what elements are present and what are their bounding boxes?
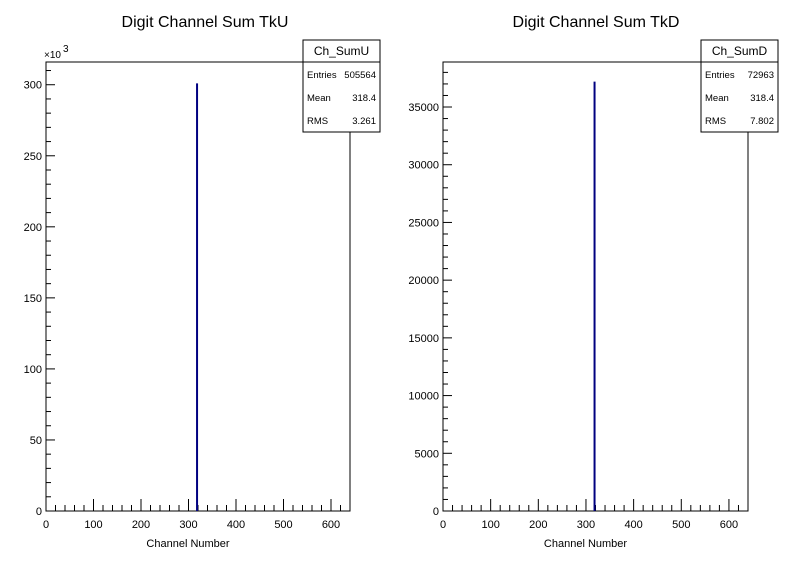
stats-box [700,39,779,133]
y-tick-label: 15000 [408,333,439,345]
y-tick-label: 30000 [408,160,439,172]
y-tick-label: 0 [36,506,42,518]
x-tick-label: 500 [672,519,690,531]
stats-box [302,39,381,133]
y-tick-label: 150 [24,293,42,305]
chart-title: Digit Channel Sum TkD [513,14,680,31]
y-tick-label: 25000 [408,217,439,229]
stats-name: Ch_SumU [314,44,369,58]
x-tick-label: 200 [529,519,547,531]
y-tick-label: 200 [24,222,42,234]
stats-value: 318.4 [750,93,774,104]
x-tick-label: 400 [227,519,245,531]
stats-label: Entries [705,70,735,81]
y-tick-label: 250 [24,151,42,163]
stats-label: Entries [307,70,337,81]
stats-value: 505564 [344,70,376,81]
histogram-chart-tkd: Digit Channel Sum TkD 0 100 200 300 400 500 600… [408,14,779,550]
stats-label: RMS [705,116,726,127]
x-tick-label: 0 [43,519,49,531]
y-tick-label: 5000 [415,448,439,460]
x-tick-label: 600 [322,519,340,531]
x-tick-label: 100 [84,519,102,531]
stats-label: Mean [705,93,729,104]
x-tick-label: 400 [624,519,642,531]
stats-value: 3.261 [352,116,376,127]
stats-value: 72963 [748,70,774,81]
x-tick-label: 300 [179,519,197,531]
histogram-pad-tkd: Digit Channel Sum TkD 0 100 200 300 400 500 600… [398,0,796,574]
y-tick-label: 100 [24,364,42,376]
chart-title: Digit Channel Sum TkU [122,14,289,31]
x-tick-label: 300 [577,519,595,531]
x-tick-label: 200 [132,519,150,531]
stats-label: RMS [307,116,328,127]
y-multiplier-label: ×10 [44,50,61,61]
x-tick-label: 100 [481,519,499,531]
y-tick-label: 300 [24,80,42,92]
stats-value: 7.802 [750,116,774,127]
y-tick-label: 35000 [408,102,439,114]
x-tick-label: 0 [440,519,446,531]
y-multiplier-exponent: 3 [63,44,69,55]
stats-label: Mean [307,93,331,104]
x-axis-title: Channel Number [544,538,627,550]
y-tick-label: 20000 [408,275,439,287]
x-axis-title: Channel Number [146,538,229,550]
stats-name: Ch_SumD [712,44,768,58]
x-tick-label: 600 [720,519,738,531]
y-tick-label: 10000 [408,391,439,403]
y-tick-label: 0 [433,506,439,518]
histogram-pad-tku: Digit Channel Sum TkU 0 100 200 300 400 500 600… [24,14,381,550]
y-tick-label: 50 [30,435,42,447]
x-tick-label: 500 [274,519,292,531]
stats-value: 318.4 [352,93,376,104]
